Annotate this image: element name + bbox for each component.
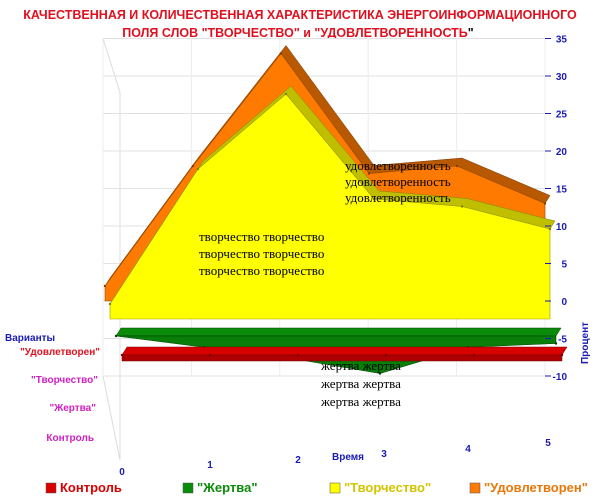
udovl-annotation-line-3: удовлетворенность (345, 190, 451, 205)
y-tick-label: 10 (556, 222, 568, 233)
legend-label: "Творчество" (344, 480, 431, 495)
kontrol-ribbon (121, 346, 568, 356)
data-point (120, 353, 124, 357)
data-point (548, 227, 552, 231)
zhertva-annotation-line-2: жертва жертва (320, 376, 401, 391)
data-point (208, 353, 212, 357)
chart-title-line-2-quote: " (468, 26, 474, 40)
data-point (554, 342, 558, 345)
legend-label: "Удовлетворен" (484, 480, 588, 495)
tvor-annotation-line-3: творчество творчество (199, 263, 324, 278)
udovl-annotation-line-1: удовлетворенность (345, 158, 451, 173)
depth-axis-labels: "Удовлетворен" "Творчество" "Жертва" Контро… (20, 347, 100, 444)
depth-label: "Творчество" (31, 375, 98, 386)
data-point (114, 334, 118, 338)
data-point (279, 52, 283, 55)
legend-label: "Жертва" (197, 480, 258, 495)
depth-label: Контроль (46, 433, 94, 444)
udovl-annotation: удовлетворенность удовлетворенность удов… (345, 158, 451, 205)
x-tick-label: 4 (465, 444, 471, 455)
data-point (455, 164, 459, 168)
legend-swatch (469, 482, 481, 494)
tvor-annotation-line-2: творчество творчество (199, 246, 324, 261)
data-point (191, 164, 195, 168)
chart-series-layer (103, 45, 568, 375)
x-axis-label: Время (332, 452, 364, 463)
data-point (284, 92, 288, 96)
legend-label: Контроль (60, 480, 122, 495)
data-point (196, 167, 200, 171)
y-tick-label: 0 (561, 297, 567, 308)
tvor-annotation: творчество творчество творчество творчес… (199, 229, 324, 278)
y-tick-label: 20 (556, 147, 568, 158)
data-point (460, 205, 464, 208)
tvor-annotation-line-1: творчество творчество (199, 229, 324, 244)
legend-swatch (45, 482, 57, 494)
data-point (367, 172, 371, 175)
y-tick-label: 5 (561, 260, 567, 271)
data-point (296, 353, 300, 357)
y-tick-label: -10 (553, 372, 568, 383)
y-tick-label: 30 (556, 72, 568, 83)
series-kontrol (120, 346, 568, 362)
depth-label: "Удовлетворен" (20, 347, 100, 358)
x-tick-label: 0 (119, 467, 125, 478)
data-point (560, 353, 564, 357)
data-point (378, 372, 382, 375)
zhertva-band-top (115, 327, 562, 337)
data-point (108, 302, 112, 306)
chart-title: КАЧЕСТВЕННАЯ И КОЛИЧЕСТВЕННАЯ ХАРАКТЕРИС… (23, 8, 577, 40)
x-axis-ticks: 0 1 2 3 4 5 (119, 438, 551, 478)
data-point (384, 353, 388, 357)
series-tvorchestvo (108, 85, 556, 320)
data-point (543, 202, 547, 205)
x-tick-label: 5 (545, 438, 551, 449)
legend-swatch (182, 482, 194, 494)
y-axis-label: Процент (580, 322, 591, 364)
x-tick-label: 3 (381, 449, 387, 460)
data-point (103, 284, 107, 288)
chart-legend: Контроль "Жертва" "Творчество" "Удовлетворе… (45, 480, 588, 495)
legend-item: Контроль (45, 480, 122, 495)
y-tick-label: 35 (556, 35, 568, 46)
legend-item: "Удовлетворен" (469, 480, 588, 495)
data-point (372, 197, 376, 201)
zhertva-annotation-line-3: жертва жертва (320, 394, 401, 409)
chart-title-line-2-main: ПОЛЯ СЛОВ "ТВОРЧЕСТВО" и "УДОВЛЕТВОРЕННО… (122, 26, 468, 40)
chart-title-line-2: ПОЛЯ СЛОВ "ТВОРЧЕСТВО" и "УДОВЛЕТВОРЕННО… (122, 26, 474, 40)
y-tick-label: -5 (558, 335, 567, 346)
data-point (472, 353, 476, 357)
y-tick-label: 25 (556, 110, 568, 121)
y-tick-label: 15 (556, 185, 568, 196)
legend-swatch (329, 482, 341, 494)
chart-title-line-1: КАЧЕСТВЕННАЯ И КОЛИЧЕСТВЕННАЯ ХАРАКТЕРИС… (23, 8, 577, 22)
depth-axis-label: Варианты (5, 333, 55, 344)
side-wall (102, 38, 121, 461)
legend-item: "Жертва" (182, 480, 258, 495)
legend-item: "Творчество" (329, 480, 431, 495)
depth-label: "Жертва" (49, 403, 96, 414)
x-tick-label: 2 (295, 455, 301, 466)
udovl-annotation-line-2: удовлетворенность (345, 174, 451, 189)
y-axis-ticks: 35 30 25 20 15 10 5 0 -5 -10 (545, 35, 568, 383)
x-tick-label: 1 (207, 460, 213, 471)
zhertva-annotation-line-1: жертва жертва (320, 358, 401, 373)
zhertva-annotation: жертва жертва жертва жертва жертва жертв… (320, 358, 401, 409)
